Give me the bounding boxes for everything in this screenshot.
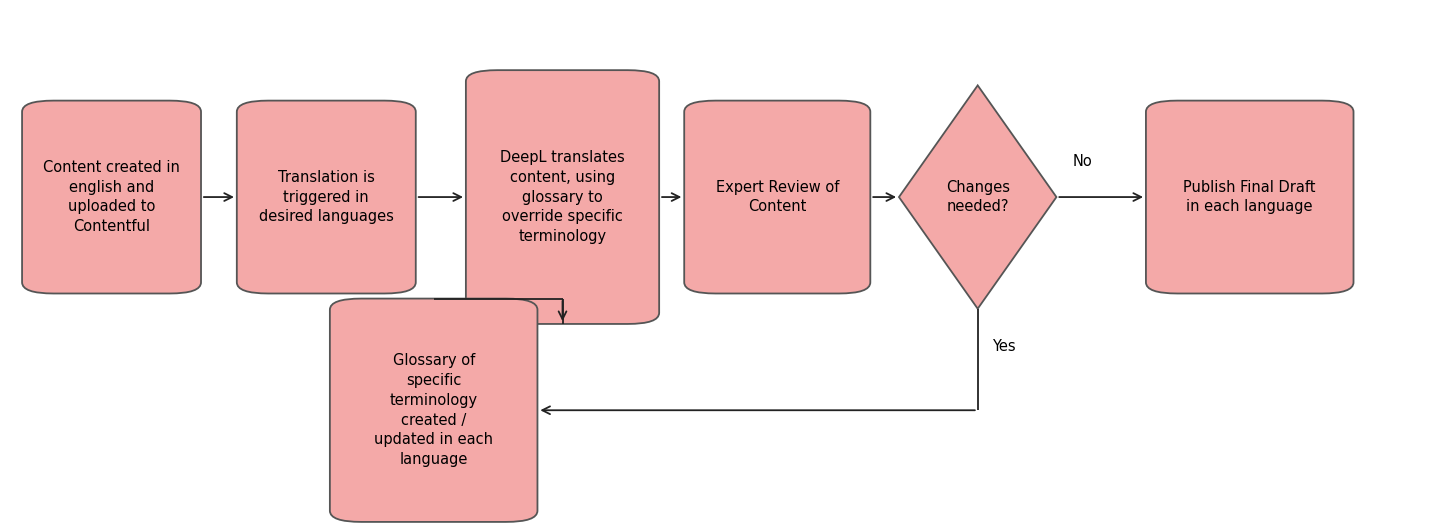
FancyBboxPatch shape [1146, 101, 1354, 293]
Polygon shape [899, 85, 1057, 309]
Text: Translation is
triggered in
desired languages: Translation is triggered in desired lang… [259, 170, 393, 224]
FancyBboxPatch shape [330, 299, 537, 522]
Text: Changes
needed?: Changes needed? [946, 180, 1009, 214]
Text: Glossary of
specific
terminology
created /
updated in each
language: Glossary of specific terminology created… [374, 353, 492, 467]
FancyBboxPatch shape [684, 101, 870, 293]
Text: DeepL translates
content, using
glossary to
override specific
terminology: DeepL translates content, using glossary… [500, 150, 625, 244]
Text: Publish Final Draft
in each language: Publish Final Draft in each language [1184, 180, 1316, 214]
Text: Content created in
english and
uploaded to
Contentful: Content created in english and uploaded … [43, 160, 180, 234]
FancyBboxPatch shape [22, 101, 202, 293]
FancyBboxPatch shape [236, 101, 416, 293]
Text: No: No [1073, 154, 1092, 169]
FancyBboxPatch shape [467, 70, 660, 324]
Text: Yes: Yes [992, 339, 1015, 354]
Text: Expert Review of
Content: Expert Review of Content [716, 180, 840, 214]
